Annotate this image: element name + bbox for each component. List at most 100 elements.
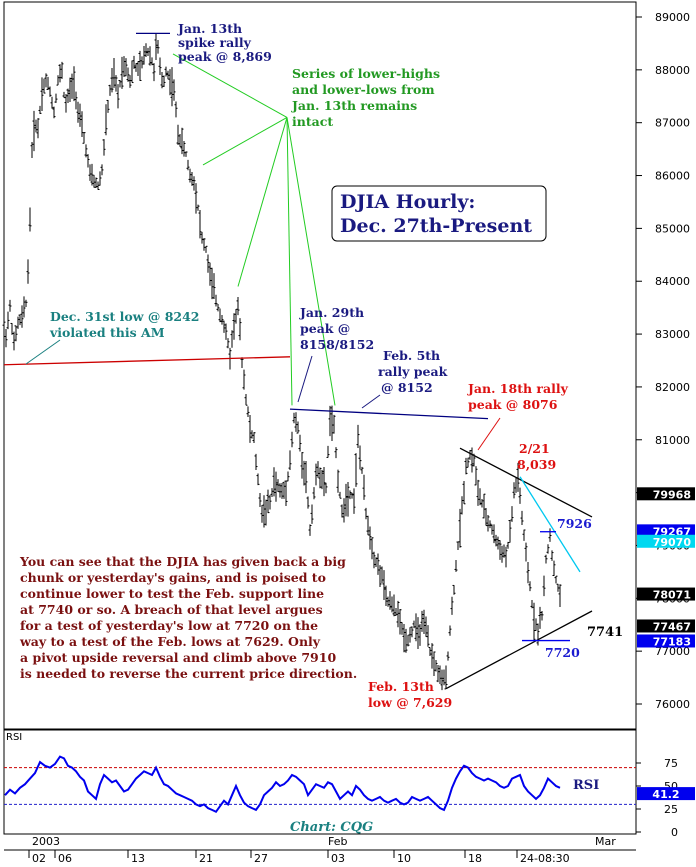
- price-bar: [158, 57, 162, 75]
- cyan-downtrend-line: [519, 476, 581, 573]
- price-bar: [518, 487, 522, 504]
- price-bar: [276, 479, 280, 492]
- svg-text:78071: 78071: [653, 589, 691, 602]
- trend-lines: [3, 32, 593, 690]
- price-bar: [198, 210, 202, 239]
- price-bar: [120, 56, 124, 89]
- price-bar: [84, 144, 88, 158]
- commentary-line2: chunk or yesterday's gains, and is poise…: [20, 570, 326, 585]
- price-bar: [24, 299, 28, 307]
- price-bar: [206, 254, 210, 273]
- price-bar: [66, 88, 70, 103]
- annotation-jan18: Jan. 18th rally peak @ 8076: [467, 381, 569, 412]
- price-bar: [22, 296, 26, 318]
- price-bar: [202, 238, 206, 251]
- annotation-feb5-line2: rally peak: [378, 364, 448, 379]
- price-bar: [556, 583, 560, 592]
- price-bar: [428, 647, 432, 656]
- price-bar: [74, 91, 78, 110]
- price-bar: [18, 314, 22, 326]
- price-bar: [476, 479, 480, 506]
- price-bar: [414, 613, 418, 642]
- price-box: 77183: [637, 634, 695, 648]
- price-bar: [102, 139, 106, 156]
- y-tick-label: 81000: [655, 434, 690, 447]
- price-bar: [466, 457, 470, 468]
- price-bar: [172, 79, 176, 101]
- price-bar: [322, 467, 326, 497]
- price-bar: [220, 314, 224, 325]
- jan29-pointer: [297, 355, 313, 403]
- x-day-label: 27: [254, 852, 268, 865]
- price-bar: [316, 461, 320, 478]
- price-bar: [118, 79, 122, 88]
- annotation-series: Series of lower-highs and lower-lows fro…: [291, 66, 440, 129]
- price-bar: [482, 493, 486, 519]
- price-bar: [154, 32, 158, 60]
- price-bar: [392, 594, 396, 617]
- price-bar: [128, 75, 132, 88]
- price-bar: [550, 550, 554, 561]
- x-day-label: 02: [32, 852, 46, 865]
- price-bar: [260, 505, 264, 523]
- price-bar: [58, 64, 62, 83]
- price-bar: [344, 483, 348, 517]
- price-bar: [98, 171, 102, 186]
- y-tick-label: 85000: [655, 222, 690, 235]
- price-bar: [384, 585, 388, 606]
- green-fan-line: [172, 53, 288, 118]
- price-bar: [370, 537, 374, 560]
- resistance-8152-line: [289, 408, 489, 420]
- price-bar: [302, 460, 306, 486]
- price-bar: [324, 482, 328, 494]
- price-bar: [282, 481, 286, 499]
- price-bar: [312, 487, 316, 500]
- y-tick-label: 84000: [655, 275, 690, 288]
- price-y-axis: 89000 88000 87000 86000 85000 84000 83000 82000…: [636, 11, 690, 711]
- price-bar: [394, 607, 398, 616]
- price-bar: [406, 634, 410, 647]
- price-bar: [348, 490, 352, 500]
- price-bar: [286, 471, 290, 482]
- price-bar: [122, 56, 126, 77]
- annotation-feb13: Feb. 13th low @ 7,629: [368, 679, 452, 710]
- price-bar: [138, 50, 142, 82]
- title-box: [331, 185, 547, 242]
- price-bar: [232, 313, 236, 340]
- price-bar: [308, 524, 312, 536]
- price-bar: [80, 111, 84, 137]
- price-bar: [552, 560, 556, 577]
- rsi-tick-label: 25: [664, 803, 678, 816]
- price-bar: [338, 491, 342, 499]
- price-bar: [296, 421, 300, 434]
- price-bar: [168, 69, 172, 96]
- price-bar: [438, 665, 442, 684]
- price-bar: [116, 84, 120, 109]
- chart-title-line1: DJIA Hourly:: [340, 191, 475, 213]
- price-bar: [238, 318, 242, 341]
- price-bar: [6, 311, 10, 330]
- price-bar: [292, 412, 296, 424]
- price-bar: [350, 492, 354, 499]
- price-bar: [284, 480, 288, 506]
- svg-text:77467: 77467: [653, 620, 691, 633]
- annotation-jan29-line2: peak @: [300, 321, 350, 336]
- price-bar: [42, 78, 46, 94]
- price-bar: [150, 57, 154, 66]
- price-bar: [194, 183, 198, 214]
- price-bar: [68, 77, 72, 103]
- price-bar: [46, 76, 50, 90]
- price-bar: [188, 168, 192, 183]
- price-bar: [464, 457, 468, 475]
- price-bar: [520, 510, 524, 525]
- annotation-jan29-line3: 8158/8152: [300, 337, 374, 352]
- price-bar: [262, 495, 266, 528]
- price-bar: [298, 434, 302, 452]
- price-bar: [390, 596, 394, 613]
- price-bar: [334, 447, 338, 459]
- rsi-label: RSI: [573, 778, 599, 793]
- price-bar: [174, 101, 178, 118]
- price-bar: [440, 669, 444, 691]
- price-bar: [376, 553, 380, 575]
- price-bar: [76, 101, 80, 123]
